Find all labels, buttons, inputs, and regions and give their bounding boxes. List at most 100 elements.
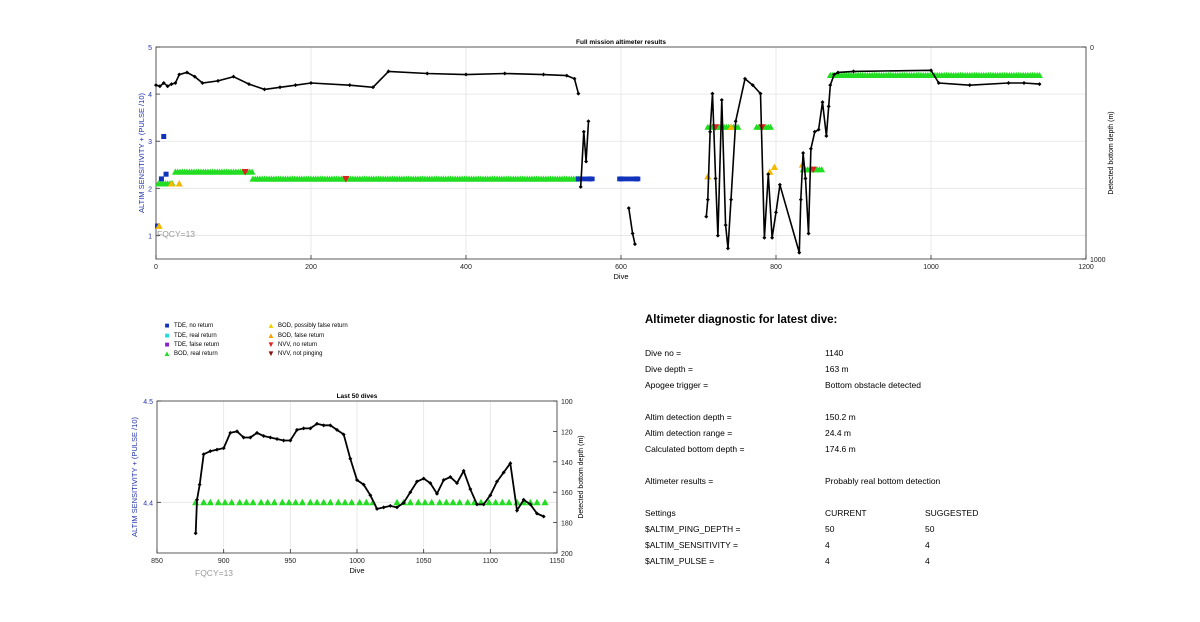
depth-profile-marker — [743, 76, 747, 81]
pulse-current: 4 — [825, 556, 830, 566]
bod-real-return-marker — [428, 498, 436, 506]
bod-real-return-marker — [270, 498, 278, 506]
bod-real-return-marker — [406, 498, 414, 506]
depth-profile-marker — [395, 505, 399, 510]
x-tick-label: 600 — [615, 264, 627, 271]
depth-profile-marker — [255, 430, 259, 435]
bod-real-return-marker — [414, 498, 422, 506]
legend-item-nvv-not-pinging: ▼ NVV, not pinging — [264, 349, 322, 358]
bod-real-return-marker — [341, 498, 349, 506]
bod-real-return-marker — [498, 498, 506, 506]
detection-range-label: Altim detection range = — [645, 428, 733, 438]
legend-item-tde-real-return: ■ TDE, real return — [160, 331, 217, 340]
legend-label: TDE, real return — [174, 332, 217, 339]
settings-suggested-header: SUGGESTED — [925, 508, 979, 518]
depth-profile-marker — [508, 461, 513, 466]
depth-profile-marker — [501, 470, 506, 475]
depth-profile-marker — [713, 176, 718, 181]
depth-profile-marker — [169, 82, 174, 87]
depth-profile-marker — [708, 129, 713, 134]
bod-real-return-marker — [456, 498, 464, 506]
depth-profile-marker — [368, 493, 373, 498]
depth-profile-marker — [750, 83, 755, 88]
fqcy-annotation: FQCY=13 — [157, 229, 195, 239]
x-tick-label: 1000 — [923, 264, 939, 271]
x-tick-label: 1150 — [549, 558, 564, 565]
depth-profile-marker — [375, 506, 379, 511]
depth-profile-marker — [806, 231, 811, 236]
ping-depth-suggested: 50 — [925, 524, 935, 534]
sensitivity-label: $ALTIM_SENSITIVITY = — [645, 540, 738, 550]
y-tick-label: 4.4 — [143, 500, 153, 507]
bod-real-return-marker — [326, 498, 334, 506]
x-tick-label: 200 — [305, 264, 317, 271]
depth-profile-marker — [729, 197, 734, 202]
depth-profile-marker — [630, 231, 635, 236]
depth-profile-marker — [725, 246, 730, 251]
depth-profile-marker — [301, 426, 306, 431]
bod-real-return-marker — [449, 498, 457, 506]
depth-profile-marker — [758, 91, 763, 96]
tde-no-return-marker — [621, 176, 627, 182]
x-axis-label: Dive — [349, 566, 364, 575]
depth-profile-marker — [401, 500, 406, 505]
depth-profile-marker — [455, 481, 459, 486]
depth-profile-marker — [293, 83, 298, 88]
depth-profile-marker — [157, 84, 162, 89]
depth-profile-marker — [268, 435, 273, 440]
dive-no-value: 1140 — [825, 348, 844, 358]
y2-tick-label: 140 — [561, 460, 573, 467]
depth-profile-marker — [177, 72, 182, 77]
bod-real-return-marker — [242, 498, 250, 506]
depth-profile-line — [194, 422, 545, 534]
depth-profile-marker — [632, 242, 637, 247]
depth-profile-marker — [626, 206, 631, 211]
calculated-depth-value: 174.6 m — [825, 444, 856, 454]
depth-profile-marker — [495, 479, 499, 484]
depth-profile-marker — [797, 250, 802, 255]
y2-axis-label: Detected bottom depth (m) — [578, 435, 585, 518]
legend-triangle-up-icon: ▲ — [163, 348, 171, 358]
depth-profile-marker — [801, 151, 806, 155]
depth-profile-marker — [386, 69, 391, 74]
depth-profile-marker — [441, 478, 446, 483]
depth-profile-marker — [576, 91, 581, 96]
x-tick-label: 0 — [154, 264, 158, 271]
bod-real-return-marker — [249, 498, 257, 506]
depth-profile-marker — [715, 233, 720, 238]
depth-profile-marker — [262, 87, 267, 92]
depth-profile-marker — [488, 493, 493, 498]
bod-real-return-marker — [767, 123, 774, 130]
depth-profile-marker — [798, 197, 803, 202]
depth-profile-marker — [315, 421, 319, 426]
bod-real-return-marker — [485, 498, 493, 506]
depth-profile-marker — [428, 481, 433, 486]
depth-profile-marker — [704, 214, 709, 219]
depth-profile-marker — [770, 235, 775, 240]
bod-real-return-marker — [248, 168, 256, 175]
depth-profile-marker — [812, 129, 817, 134]
legend-label: BOD, false return — [278, 332, 325, 339]
tde-no-return-marker — [158, 176, 164, 182]
depth-profile-marker — [197, 482, 202, 487]
depth-profile-marker — [803, 176, 808, 181]
x-tick-label: 400 — [460, 264, 472, 271]
depth-profile-marker — [578, 184, 583, 189]
tde-no-return-marker — [587, 176, 593, 182]
depth-profile-marker — [355, 478, 359, 483]
depth-profile-marker — [828, 83, 833, 88]
y-axis-label: ALTIM SENSITIVITY + (PULSE /10) — [137, 93, 146, 213]
depth-profile-marker — [1006, 81, 1011, 86]
bod-real-return-marker — [313, 498, 321, 506]
bod-real-return-marker — [362, 498, 370, 506]
depth-profile-marker — [461, 468, 466, 473]
detection-range-value: 24.4 m — [825, 428, 851, 438]
depth-profile-marker — [328, 423, 333, 428]
apogee-label: Apogee trigger = — [645, 380, 709, 390]
x-tick-label: 1100 — [483, 558, 498, 565]
depth-profile-marker — [295, 427, 299, 432]
depth-profile-marker — [824, 134, 829, 139]
tde-no-return-marker — [575, 176, 581, 182]
tde-no-return-marker — [580, 176, 586, 182]
calculated-depth-label: Calculated bottom depth = — [645, 444, 745, 454]
